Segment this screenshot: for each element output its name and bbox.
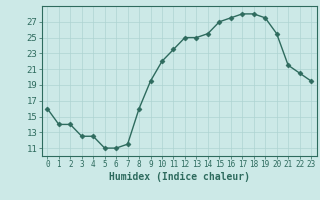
X-axis label: Humidex (Indice chaleur): Humidex (Indice chaleur) (109, 172, 250, 182)
